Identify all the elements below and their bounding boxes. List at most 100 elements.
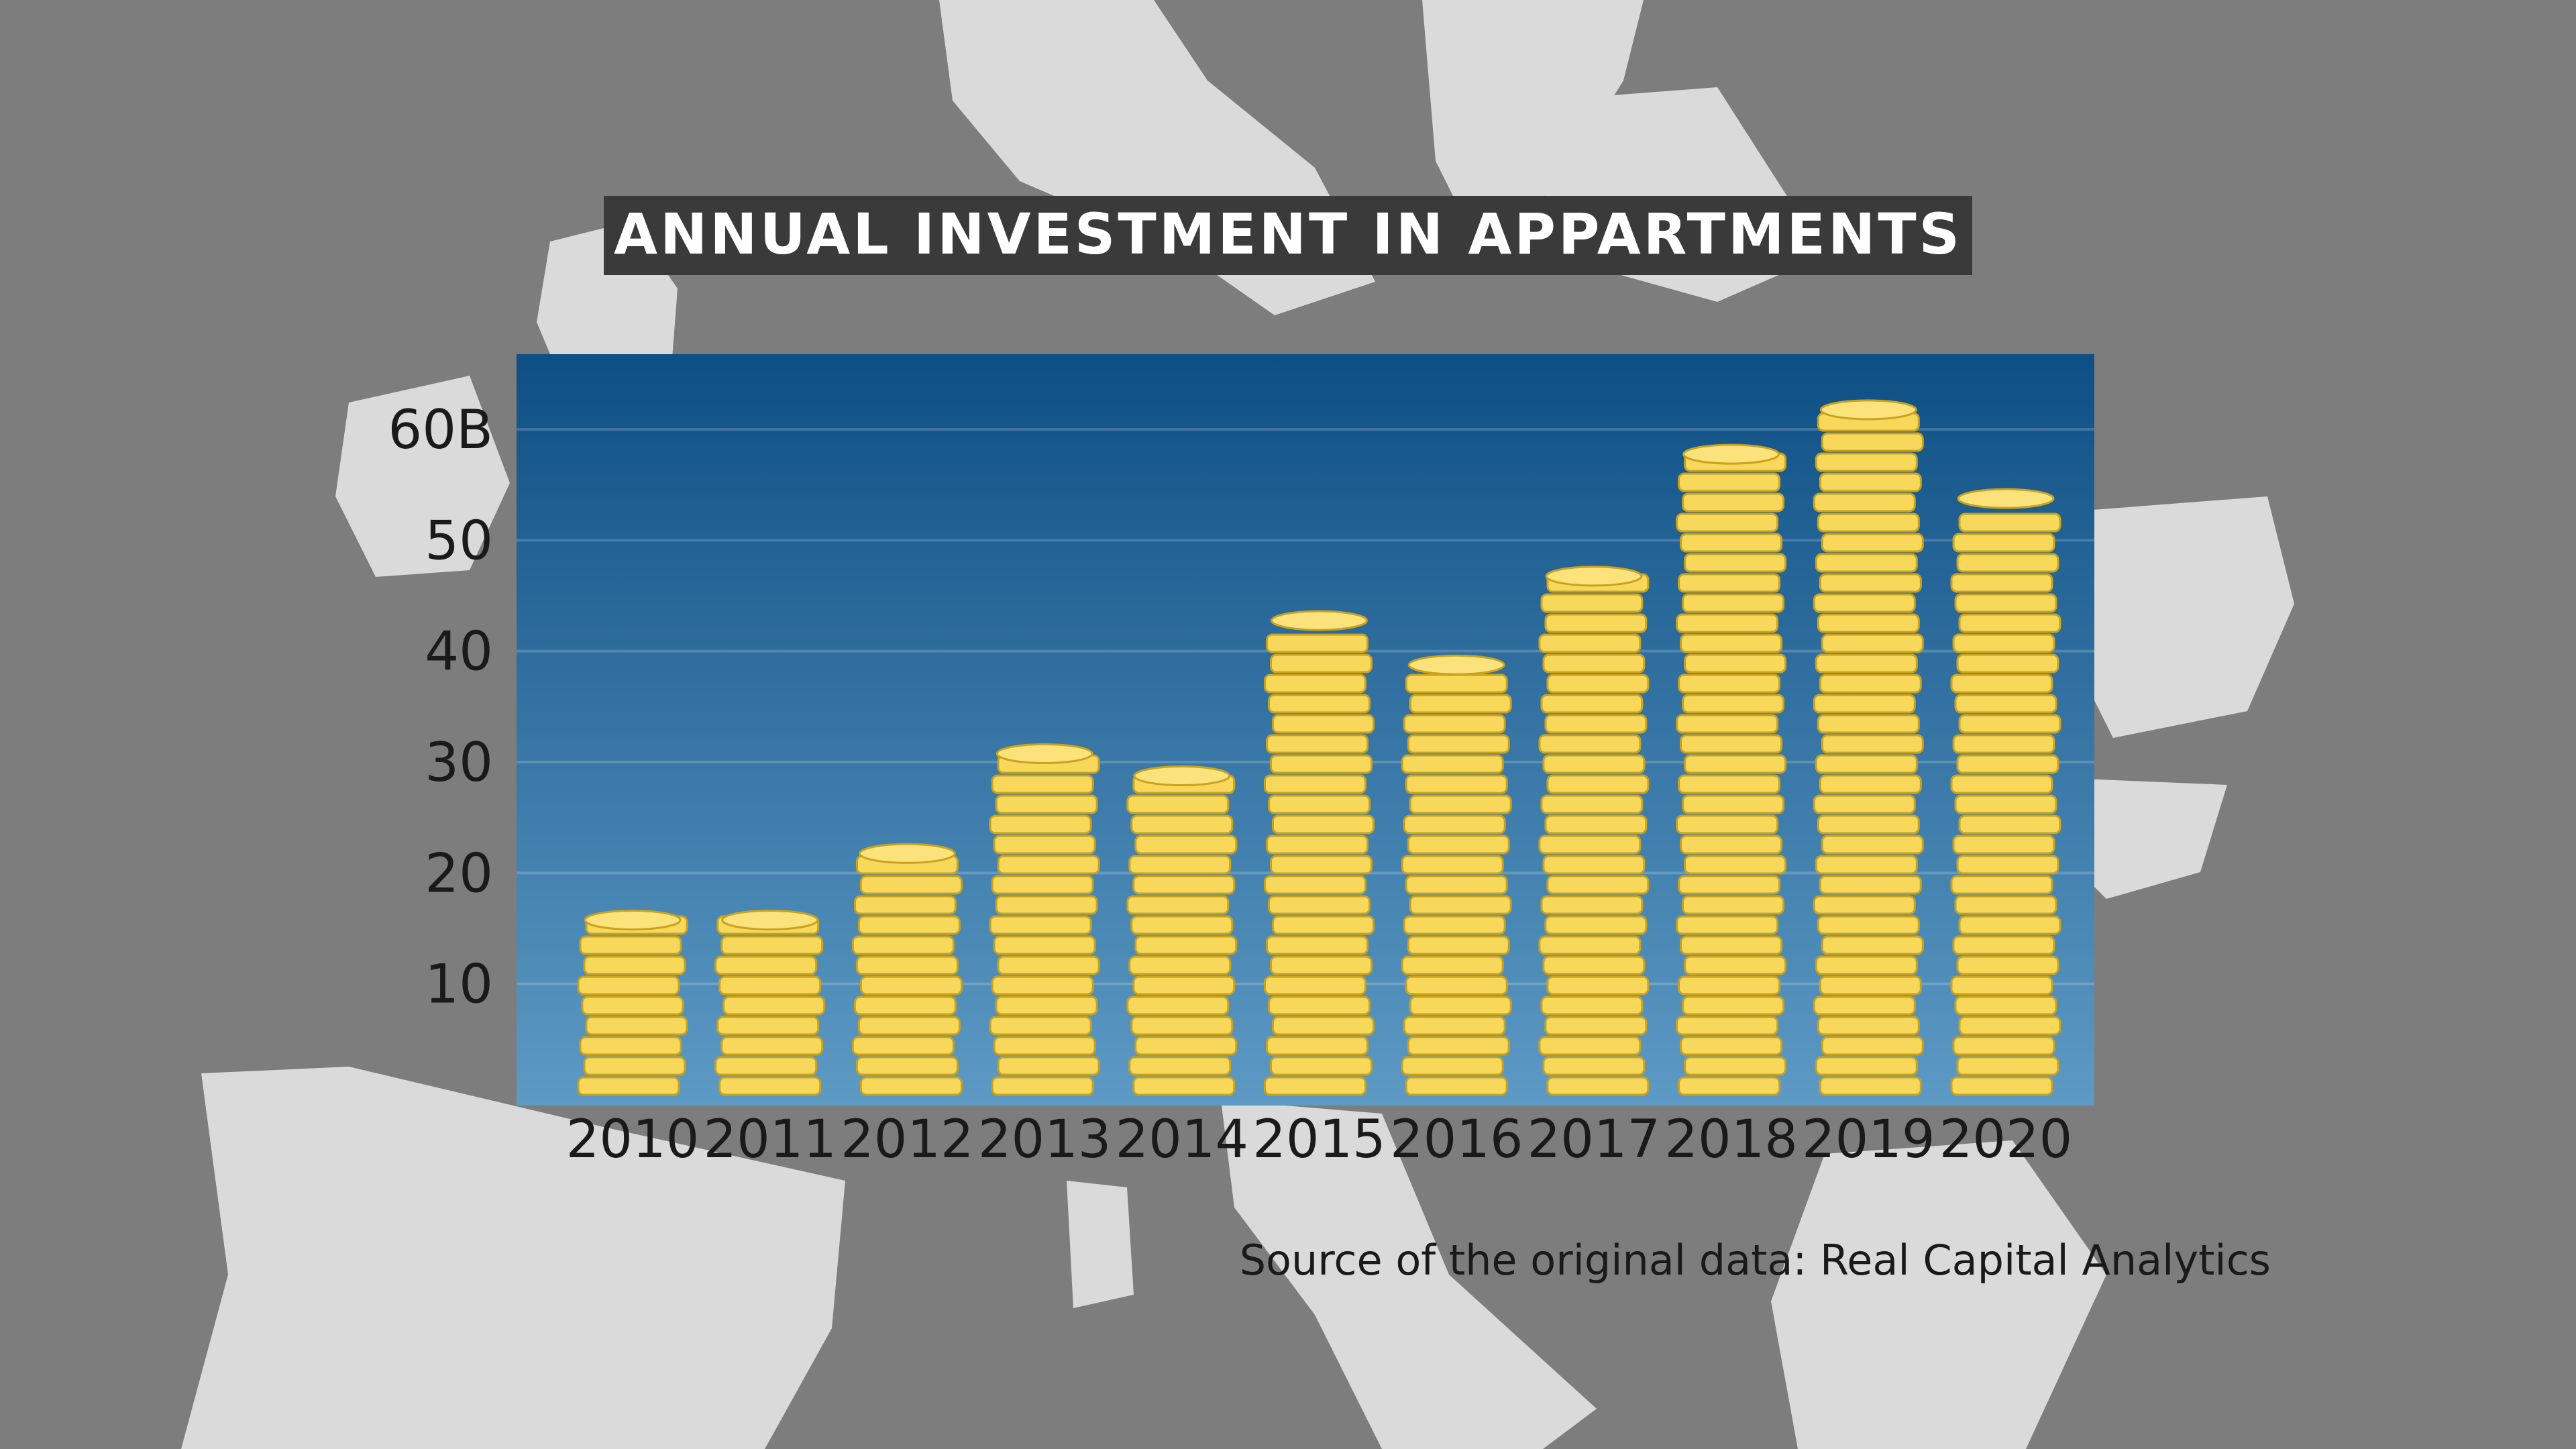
coin xyxy=(1403,714,1506,734)
x-tick-label: 2019 xyxy=(1802,1110,1935,1170)
coin xyxy=(1266,935,1368,955)
y-tick-label: 40 xyxy=(425,621,493,683)
coin xyxy=(1956,553,2059,573)
coin xyxy=(1407,734,1510,754)
coin xyxy=(1407,1036,1510,1056)
coin xyxy=(1819,573,1922,593)
coin xyxy=(1958,714,2061,734)
coin xyxy=(1409,996,1512,1016)
coin xyxy=(1268,694,1371,714)
coin xyxy=(1409,794,1512,814)
coin xyxy=(1817,915,1920,935)
coin xyxy=(720,1036,824,1056)
coin xyxy=(1684,855,1787,875)
coin xyxy=(1678,472,1781,492)
map-ireland xyxy=(335,376,510,577)
coin xyxy=(1546,674,1650,694)
coin xyxy=(1950,774,2053,794)
coin xyxy=(577,975,680,996)
coin xyxy=(1272,1016,1375,1036)
coin xyxy=(1270,754,1373,774)
map-italy xyxy=(1221,1100,1597,1449)
coin xyxy=(1815,653,1918,674)
coin xyxy=(1952,935,2055,955)
coin xyxy=(1817,513,1920,533)
coin-top xyxy=(1407,654,1505,676)
coin xyxy=(1958,1016,2061,1036)
coin xyxy=(855,955,959,975)
coin xyxy=(853,996,957,1016)
coin xyxy=(1950,573,2053,593)
coin xyxy=(997,855,1100,875)
coin xyxy=(1815,754,1918,774)
coin-top xyxy=(996,743,1093,764)
coin xyxy=(1684,653,1787,674)
coin xyxy=(1403,915,1506,935)
coin xyxy=(997,1056,1100,1076)
coin xyxy=(1817,714,1920,734)
coin xyxy=(1678,975,1781,996)
bar-2014 xyxy=(1126,765,1238,1096)
x-tick-label: 2012 xyxy=(841,1110,974,1170)
coin xyxy=(1264,975,1366,996)
coin xyxy=(1542,754,1646,774)
coin xyxy=(1954,794,2057,814)
coin-top xyxy=(584,909,682,930)
coin xyxy=(1128,1056,1232,1076)
coin xyxy=(1954,593,2057,613)
coin xyxy=(1134,935,1238,955)
coin xyxy=(1407,935,1510,955)
coin xyxy=(1956,855,2059,875)
x-tick-label: 2011 xyxy=(703,1110,837,1170)
coin xyxy=(1544,915,1648,935)
x-tick-label: 2018 xyxy=(1664,1110,1798,1170)
coin-top xyxy=(1957,488,2055,509)
coin-bars xyxy=(577,399,2061,1096)
coin xyxy=(1264,774,1366,794)
coin xyxy=(1813,593,1916,613)
bar-2019 xyxy=(1813,399,1924,1096)
coin xyxy=(1268,794,1371,814)
coin xyxy=(1401,855,1504,875)
coin xyxy=(991,975,1094,996)
coin xyxy=(995,895,1098,915)
coin xyxy=(1815,955,1918,975)
map-balkans xyxy=(2053,778,2227,899)
coin xyxy=(1676,714,1779,734)
x-tick-label: 2014 xyxy=(1116,1110,1249,1170)
coin xyxy=(1956,1056,2059,1076)
map-finland xyxy=(1422,0,1644,241)
coin xyxy=(1817,1016,1920,1036)
coin xyxy=(1682,895,1785,915)
coin xyxy=(989,1016,1092,1036)
bar-2015 xyxy=(1264,610,1375,1096)
coin xyxy=(1958,613,2061,633)
coin xyxy=(991,875,1094,895)
coin xyxy=(1954,694,2057,714)
map-greece xyxy=(1771,1140,2106,1449)
coin xyxy=(1405,674,1508,694)
coin xyxy=(993,935,1096,955)
y-axis-ticks: 10 20 30 40 50 60B xyxy=(388,398,493,1016)
coin xyxy=(1684,553,1787,573)
coin xyxy=(1538,734,1642,754)
coin xyxy=(1134,835,1238,855)
bar-2020 xyxy=(1950,488,2061,1096)
coin xyxy=(993,1036,1096,1056)
coin xyxy=(1680,835,1783,855)
coin xyxy=(857,915,961,935)
coin xyxy=(1817,613,1920,633)
map-iberia xyxy=(181,1067,845,1449)
coin xyxy=(1815,855,1918,875)
coin xyxy=(1958,513,2061,533)
coin xyxy=(1821,835,1924,855)
coin xyxy=(720,935,824,955)
coin xyxy=(1680,633,1783,653)
coin-top xyxy=(721,909,819,930)
coin xyxy=(1821,633,1924,653)
coin xyxy=(583,1056,686,1076)
coin xyxy=(1682,694,1785,714)
coin xyxy=(585,1016,688,1036)
source-note: Source of the original data: Real Capita… xyxy=(1240,1236,2271,1285)
